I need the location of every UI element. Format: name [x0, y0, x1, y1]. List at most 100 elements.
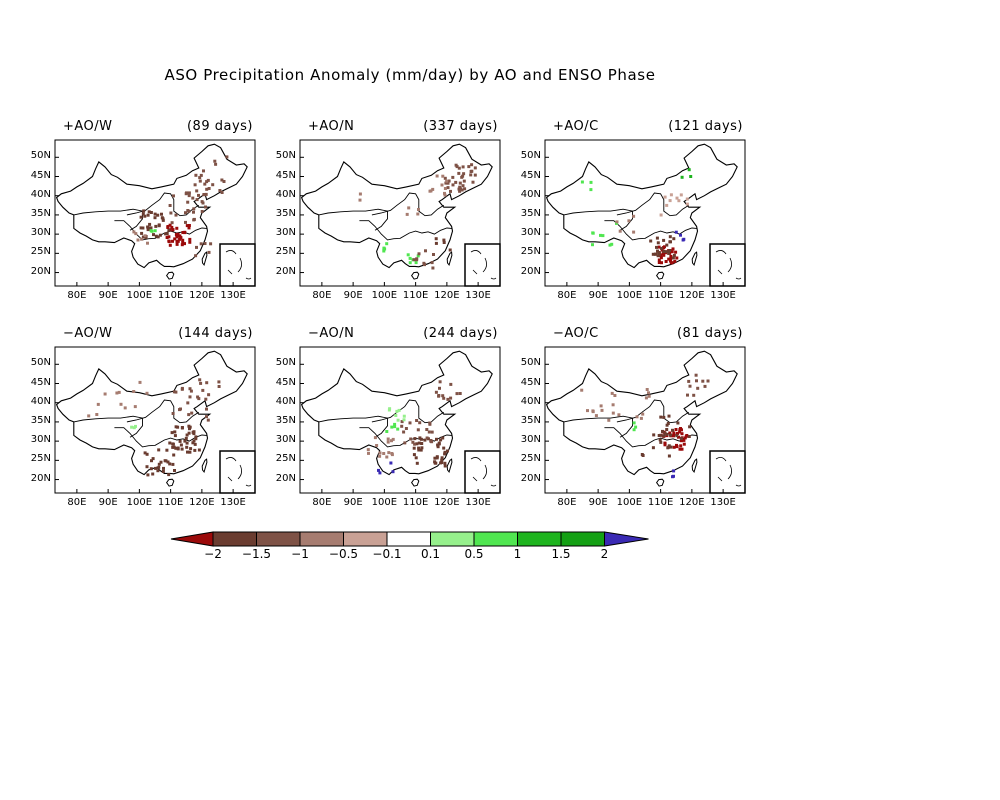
station-dot — [672, 432, 676, 436]
lat-tick-label: 50N — [30, 357, 51, 369]
station-dot — [385, 430, 389, 433]
station-dot — [416, 212, 420, 216]
station-dot — [665, 428, 669, 431]
lon-tick-label: 130E — [220, 497, 246, 508]
lat-tick-label: 35N — [520, 207, 541, 219]
station-dot — [443, 450, 447, 454]
lat-tick-label: 30N — [275, 434, 296, 446]
station-dot — [203, 242, 207, 245]
station-dot — [586, 409, 589, 413]
plateau-boundary — [318, 208, 388, 231]
station-dot — [427, 430, 431, 434]
station-dot — [685, 197, 689, 201]
station-dot — [188, 395, 192, 399]
station-dot — [385, 455, 389, 459]
station-dot — [672, 434, 675, 438]
station-dot — [378, 451, 382, 455]
station-dot — [454, 180, 458, 184]
lon-tick-label: 120E — [679, 290, 705, 301]
station-dot — [419, 448, 423, 452]
station-dot — [197, 397, 201, 401]
station-dot — [645, 388, 649, 391]
station-dot — [385, 242, 389, 246]
station-dot — [420, 442, 424, 445]
station-dot — [181, 238, 185, 242]
south-china-sea-inset — [464, 450, 501, 494]
station-dot — [682, 438, 686, 442]
station-dot — [150, 459, 153, 463]
lon-tick-label: 130E — [710, 290, 736, 301]
station-dot — [667, 257, 671, 261]
station-dot — [193, 183, 197, 187]
station-dot — [666, 446, 670, 450]
station-dot — [160, 212, 163, 216]
lon-tick-label: 110E — [647, 497, 674, 508]
lon-tick-label: 110E — [157, 290, 184, 301]
station-dot — [661, 429, 664, 433]
station-dot — [657, 261, 661, 264]
station-dot — [446, 186, 450, 190]
station-dot — [144, 236, 148, 239]
colorbar-swatch — [473, 531, 518, 547]
south-china-sea-inset — [709, 243, 746, 287]
station-dot — [140, 231, 144, 235]
lon-tick-label: 120E — [189, 290, 215, 301]
station-dot — [671, 256, 675, 260]
station-dot — [678, 430, 682, 434]
station-dot — [668, 431, 672, 435]
station-dot — [436, 445, 440, 449]
station-dot — [149, 467, 153, 471]
station-dot — [161, 470, 165, 473]
station-dot — [205, 187, 209, 191]
station-dot — [447, 179, 451, 183]
lat-tick-label: 40N — [275, 395, 296, 407]
lon-tick-label: 100E — [371, 290, 398, 301]
station-dot — [184, 220, 187, 224]
station-dot — [446, 181, 450, 185]
station-dot — [186, 200, 190, 204]
lat-tick-label: 35N — [275, 414, 296, 426]
lat-tick-label: 35N — [275, 207, 296, 219]
station-dot — [446, 397, 450, 401]
station-dot — [443, 452, 447, 456]
station-dot — [589, 180, 593, 184]
station-dot — [672, 469, 676, 473]
station-dot — [115, 391, 119, 395]
station-dot — [580, 388, 584, 392]
station-dot — [680, 447, 684, 451]
station-dot — [441, 436, 445, 440]
station-dot — [165, 232, 169, 236]
station-dot — [442, 396, 446, 400]
plateau-boundary — [563, 415, 633, 438]
station-dot — [473, 173, 477, 177]
station-dot — [188, 425, 192, 429]
yellow-river — [126, 192, 200, 217]
lat-tick-label: 20N — [520, 265, 541, 277]
station-dot — [444, 181, 448, 185]
station-dot — [675, 196, 679, 200]
station-dot — [689, 175, 693, 178]
station-dot — [157, 223, 161, 227]
station-dot — [669, 257, 673, 261]
station-dot — [663, 195, 667, 199]
south-china-sea-inset — [219, 450, 256, 494]
station-dot — [153, 216, 157, 220]
colorbar — [170, 531, 649, 547]
station-dot — [382, 249, 386, 253]
station-dot — [400, 420, 404, 424]
station-dot — [147, 210, 151, 214]
station-dot — [167, 240, 171, 244]
panel-days: (144 days) — [178, 326, 253, 341]
lat-tick-label: 50N — [30, 150, 51, 162]
station-dot — [394, 414, 398, 417]
station-dot — [610, 242, 614, 246]
colorbar-label: 2 — [600, 547, 609, 561]
map-panel — [544, 346, 746, 494]
station-dot — [194, 435, 198, 439]
station-dot — [657, 258, 661, 262]
station-dot — [191, 196, 195, 200]
station-dot — [213, 159, 217, 163]
station-dot — [429, 189, 433, 193]
station-dot — [414, 261, 418, 265]
lon-tick-label: 120E — [434, 290, 460, 301]
